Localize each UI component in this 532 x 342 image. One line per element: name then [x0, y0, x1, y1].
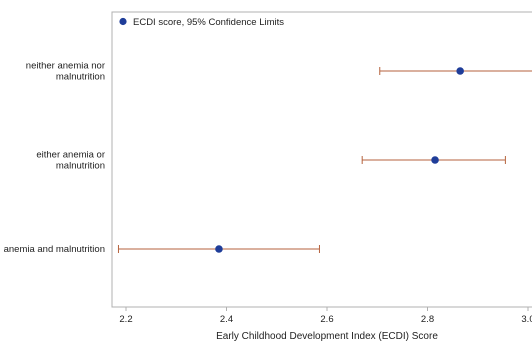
legend-marker: [119, 18, 126, 25]
x-axis-title: Early Childhood Development Index (ECDI)…: [216, 331, 438, 342]
ecdi-point: [456, 67, 464, 75]
x-tick-label: 2.2: [119, 314, 132, 325]
ecdi-point: [215, 245, 223, 253]
x-tick-label: 3.0: [521, 314, 532, 325]
category-label: malnutrition: [56, 161, 105, 172]
legend-label: ECDI score, 95% Confidence Limits: [133, 17, 284, 28]
category-label: anemia and malnutrition: [4, 244, 105, 255]
ecdi-point: [431, 156, 439, 164]
category-label: neither anemia nor: [26, 61, 105, 72]
x-tick-label: 2.4: [220, 314, 233, 325]
category-label: malnutrition: [56, 72, 105, 83]
x-tick-label: 2.6: [320, 314, 333, 325]
legend: ECDI score, 95% Confidence Limits: [119, 17, 284, 28]
category-label: either anemia or: [36, 150, 105, 161]
x-tick-label: 2.8: [421, 314, 434, 325]
x-axis: 2.2 2.4 2.6 2.8 3.0: [119, 307, 532, 325]
